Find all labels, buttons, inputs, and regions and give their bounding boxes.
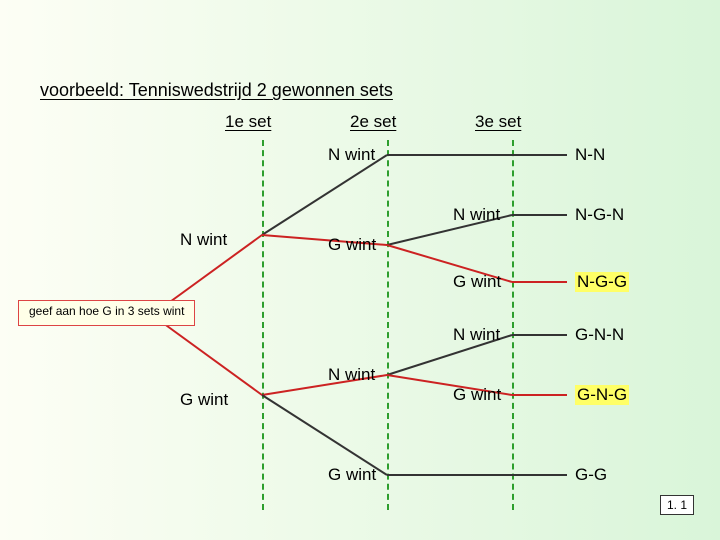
outcome-ngg: N-G-G [575, 272, 629, 292]
node-set2-ng: G wint [328, 235, 376, 255]
outcome-nn: N-N [575, 145, 605, 165]
node-set3-gnn: N wint [453, 325, 500, 345]
node-set3-ngn: N wint [453, 205, 500, 225]
diagram-title: voorbeeld: Tenniswedstrijd 2 gewonnen se… [40, 80, 393, 101]
outcome-gg: G-G [575, 465, 607, 485]
vline-set1 [262, 140, 264, 510]
col-header-2: 2e set [350, 112, 396, 132]
page-number: 1. 1 [660, 495, 694, 515]
vline-set2 [387, 140, 389, 510]
node-set3-gng: G wint [453, 385, 501, 405]
vline-set3 [512, 140, 514, 510]
col-header-1: 1e set [225, 112, 271, 132]
node-set2-gg: G wint [328, 465, 376, 485]
outcome-gnn: G-N-N [575, 325, 624, 345]
node-set1-n: N wint [180, 230, 227, 250]
outcome-ngn: N-G-N [575, 205, 624, 225]
node-set2-nn: N wint [328, 145, 375, 165]
task-box: geef aan hoe G in 3 sets wint [18, 300, 195, 326]
outcome-gng: G-N-G [575, 385, 629, 405]
node-set1-g: G wint [180, 390, 228, 410]
node-set3-ngg: G wint [453, 272, 501, 292]
col-header-3: 3e set [475, 112, 521, 132]
node-set2-gn: N wint [328, 365, 375, 385]
